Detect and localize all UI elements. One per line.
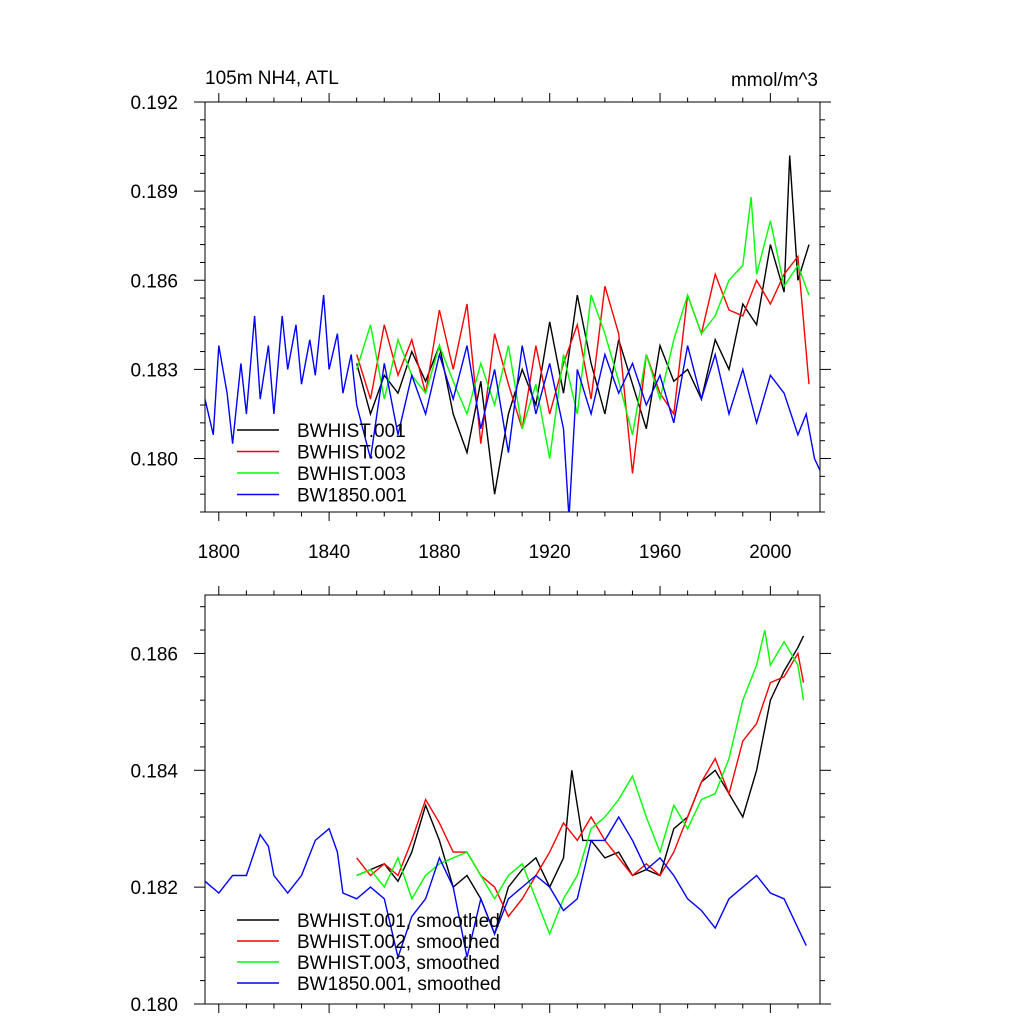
bottom-panel: 0.180 0.182 0.184 0.186 BWHIST.001, smoothed… <box>130 586 831 1016</box>
top-title: 105m NH4, ATL <box>205 68 339 89</box>
series-line-3 <box>205 815 807 960</box>
legend-label: BWHIST.001, smoothed <box>297 911 500 932</box>
series-line-3 <box>205 295 820 512</box>
legend-label: BW1850.001, smoothed <box>297 974 501 995</box>
legend-label: BWHIST.002, smoothed <box>297 932 500 953</box>
x-tick-label: 1920 <box>529 542 571 563</box>
y-tick-label: 0.182 <box>130 878 178 899</box>
legend-label: BWHIST.003, smoothed <box>297 953 500 974</box>
x-tick-label: 1800 <box>198 542 240 563</box>
x-tick-label: 2000 <box>749 542 791 563</box>
legend-label: BWHIST.001 <box>297 421 406 442</box>
top-panel: 1800 1840 1880 1920 1960 2000 0.180 0.183 0.186 0… <box>130 93 831 563</box>
series-line-1 <box>356 254 810 474</box>
series-line-1 <box>356 651 805 918</box>
series-line-0 <box>356 635 805 937</box>
y-tick-label: 0.189 <box>130 182 178 203</box>
y-tick-label: 0.186 <box>130 271 178 292</box>
x-tick-label: 1880 <box>418 542 460 563</box>
x-tick-label: 1840 <box>308 542 350 563</box>
y-tick-label: 0.180 <box>130 995 178 1016</box>
y-tick-label: 0.192 <box>130 93 178 114</box>
legend-label: BW1850.001 <box>297 486 407 507</box>
y-tick-label: 0.184 <box>130 761 178 782</box>
y-tick-label: 0.186 <box>130 644 178 665</box>
plot-frame <box>204 101 821 513</box>
legend-label: BWHIST.002 <box>297 443 406 464</box>
y-tick-label: 0.183 <box>130 360 178 381</box>
series-line-2 <box>356 629 805 936</box>
series-line-0 <box>356 155 810 495</box>
top-units: mmol/m^3 <box>731 70 818 91</box>
x-tick-label: 1960 <box>639 542 681 563</box>
y-tick-label: 0.180 <box>130 450 178 471</box>
legend-label: BWHIST.003 <box>297 464 406 485</box>
plot-frame <box>204 594 821 1005</box>
series-line-2 <box>356 197 810 459</box>
